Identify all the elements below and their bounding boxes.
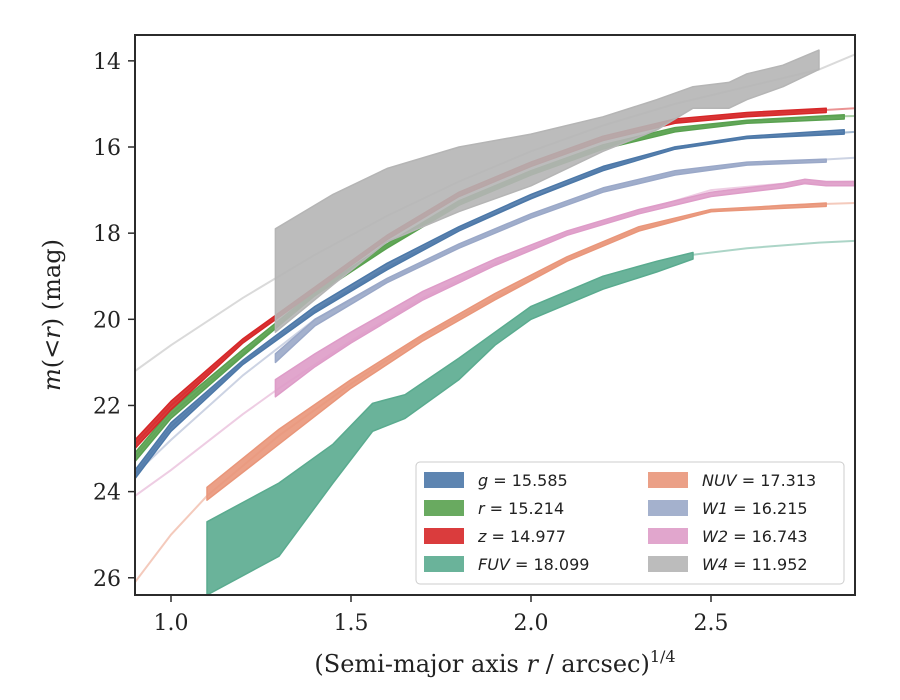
- legend-label-2: z = 14.977: [477, 527, 566, 546]
- band-4: [206, 202, 827, 501]
- x-tick-label: 1.5: [334, 611, 369, 636]
- legend-swatch-2: [424, 528, 464, 544]
- band-0: [135, 129, 845, 480]
- legend-swatch-7: [648, 556, 688, 572]
- legend: g = 15.585 r = 15.214 z = 14.977 FUV = 18.0…: [415, 461, 845, 585]
- legend-label-4: NUV = 17.313: [702, 471, 816, 490]
- legend-label-6: W2 = 16.743: [702, 527, 808, 546]
- y-axis-label: m(<r) (mag): [38, 239, 66, 391]
- x-axis-label: (Semi-major axis r / arcsec)1/4: [314, 647, 675, 678]
- legend-label-7: W4 = 11.952: [702, 555, 808, 574]
- legend-swatch-5: [648, 500, 688, 516]
- x-tick-label: 1.0: [154, 611, 189, 636]
- y-tick-label: 20: [93, 308, 121, 333]
- band-3: [206, 251, 694, 595]
- legend-label-5: W1 = 16.215: [702, 499, 808, 518]
- legend-swatch-6: [648, 528, 688, 544]
- x-axis: 1.0 1.5 2.0 2.5: [154, 595, 729, 636]
- y-tick-label: 18: [93, 222, 121, 247]
- y-axis: 14 16 18 20 22 24 26: [93, 50, 135, 592]
- plot-area: [135, 49, 855, 595]
- legend-box: [415, 461, 845, 585]
- band-6: [274, 178, 855, 398]
- legend-label-1: r = 15.214: [478, 499, 564, 518]
- legend-swatch-4: [648, 472, 688, 488]
- y-tick-label: 14: [93, 50, 121, 75]
- x-tick-label: 2.5: [694, 611, 729, 636]
- y-tick-label: 24: [93, 481, 121, 506]
- y-tick-label: 16: [93, 136, 121, 161]
- legend-swatch-1: [424, 500, 464, 516]
- y-tick-label: 22: [93, 394, 121, 419]
- data-bands: [135, 49, 855, 595]
- legend-swatch-0: [424, 472, 464, 488]
- legend-label-3: FUV = 18.099: [478, 555, 589, 574]
- legend-label-0: g = 15.585: [478, 471, 568, 490]
- legend-items: g = 15.585 r = 15.214 z = 14.977 FUV = 18.0…: [424, 471, 816, 574]
- model-curve-3: [692, 239, 855, 256]
- legend-swatch-3: [424, 556, 464, 572]
- y-tick-label: 26: [93, 567, 121, 592]
- x-tick-label: 2.0: [514, 611, 549, 636]
- band-7: [274, 49, 820, 333]
- band-5: [274, 158, 827, 364]
- plot-frame: [134, 34, 856, 596]
